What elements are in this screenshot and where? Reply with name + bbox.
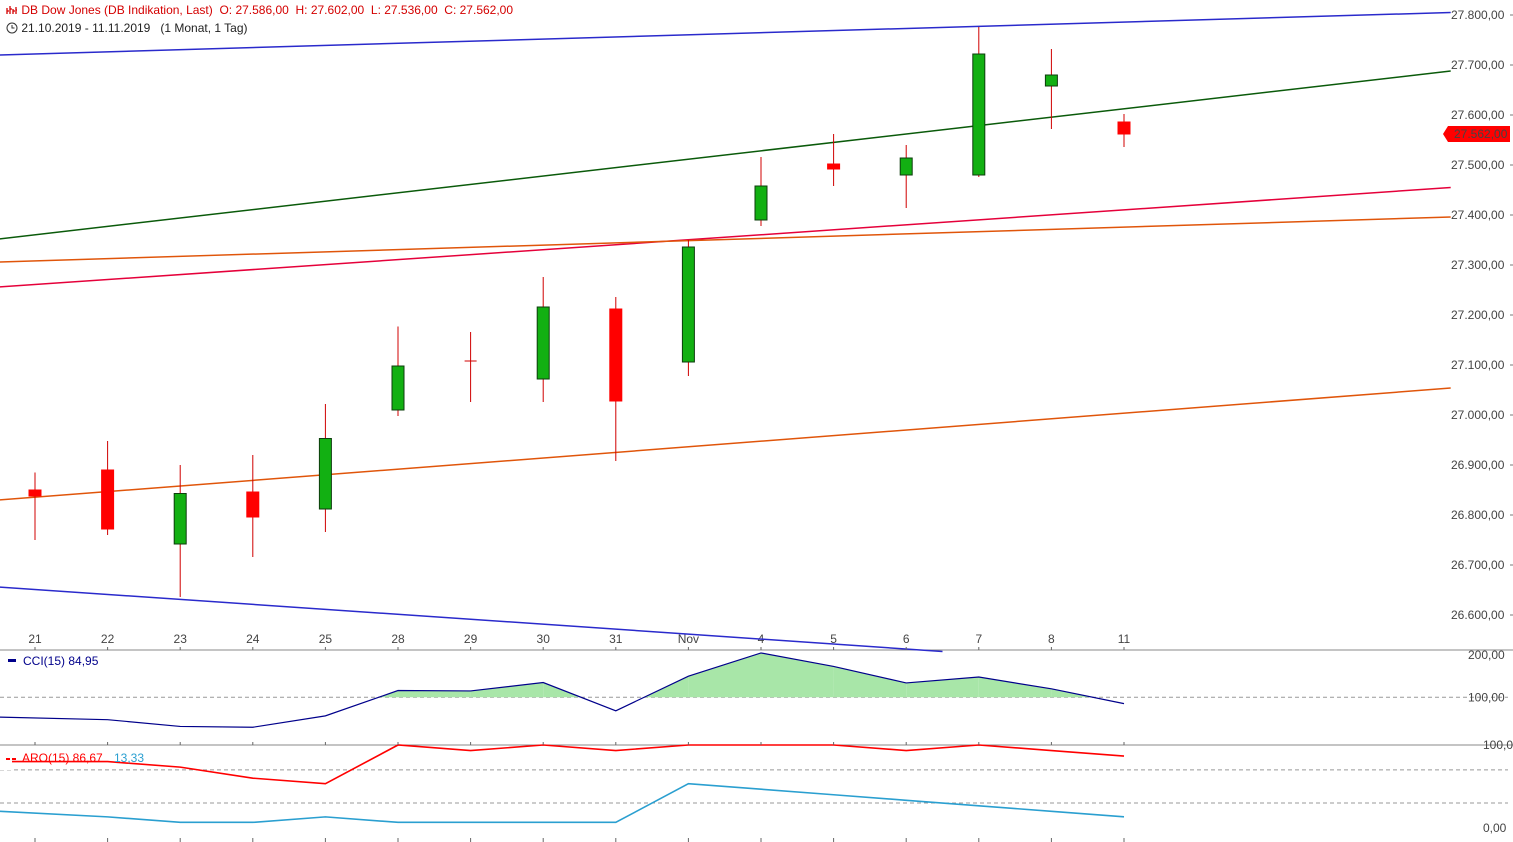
y-tick-label: 27.300,00 [1451,258,1505,272]
candle-body [173,493,187,545]
y-tick-label: 27.200,00 [1451,308,1505,322]
x-tick-label: 21 [28,632,42,646]
candle-body [899,157,913,176]
trendline [0,216,1451,263]
x-tick-label: 25 [319,632,333,646]
low-value: L: 27.536,00 [370,3,438,17]
aroon-up-line [0,744,1125,785]
y-tick-label: 27.100,00 [1451,358,1505,372]
chart-type-icon[interactable] [6,4,18,14]
x-tick-label: 31 [609,632,623,646]
x-tick-label: 11 [1118,632,1131,646]
candle-body [1044,74,1058,87]
y-tick-label: 27.600,00 [1451,108,1505,122]
cci-fill [761,652,834,698]
y-tick-label: 27.800,00 [1451,8,1505,22]
cci-line [0,652,1125,728]
aroon-tick-label: 0,00 [1483,821,1507,835]
y-tick-label: 26.600,00 [1451,608,1505,622]
open-value: O: 27.586,00 [219,3,289,17]
trendline [0,11,1451,56]
x-tick-label: 7 [975,632,982,646]
x-tick-label: 6 [903,632,910,646]
clock-icon[interactable] [6,22,18,34]
date-range: 21.10.2019 - 11.11.2019 [21,21,151,35]
x-tick-label: 29 [464,632,478,646]
x-tick-label: 8 [1048,632,1055,646]
cci-tick-label: 100,00 [1468,690,1505,704]
candle-body [681,246,695,363]
x-tick-label: 24 [246,632,260,646]
candle-body [827,163,841,170]
candle-body [101,469,115,530]
last-price-label: 27.562,00 [1454,127,1508,141]
x-tick-label: 30 [537,632,551,646]
candle-body [391,365,405,411]
y-tick-label: 27.400,00 [1451,208,1505,222]
cci-fill [833,666,907,698]
high-value: H: 27.602,00 [295,3,365,17]
y-tick-label: 26.700,00 [1451,558,1505,572]
x-tick-label: Nov [678,632,699,646]
x-tick-label: 22 [101,632,115,646]
y-tick-label: 26.800,00 [1451,508,1505,522]
trendline [0,387,1451,501]
period-info: 21.10.2019 - 11.11.2019 (1 Monat, 1 Tag) [6,20,248,35]
cci-tick-label: 200,00 [1468,648,1505,662]
cci-fill [688,652,761,698]
candle-body [318,438,332,510]
trendline [0,586,943,653]
trendline [0,186,1451,288]
x-tick-label: 28 [391,632,405,646]
instrument-name: DB Dow Jones (DB Indikation, Last) [21,3,213,17]
candle-body [1117,121,1131,135]
candle-body [536,306,550,380]
close-value: C: 27.562,00 [444,3,514,17]
period-label: (1 Monat, 1 Tag) [160,21,248,35]
cci-legend-swatch [8,659,16,662]
y-tick-label: 27.700,00 [1451,58,1505,72]
aroon-down-line [0,782,1125,824]
cci-fill [470,682,544,698]
last-price-marker [1443,126,1510,142]
y-tick-label: 27.000,00 [1451,408,1505,422]
candle-body [754,185,768,221]
candle-body [246,491,260,518]
cci-legend: CCI(15) 84,95 [23,654,99,668]
x-tick-label: 5 [830,632,837,646]
aroon-legend-down: 13,33 [114,751,144,765]
aroon-tick-label: 100,00 [1483,738,1513,752]
trendline [0,70,1451,240]
cci-fill [906,677,979,698]
candle-body [972,53,986,176]
cci-fill [978,677,1052,698]
x-tick-label: 23 [174,632,188,646]
candle-body [609,308,623,402]
chart-header: DB Dow Jones (DB Indikation, Last) O: 27… [6,3,513,17]
y-tick-label: 26.900,00 [1451,458,1505,472]
cci-fill [398,690,471,698]
aroon-legend: ARO(15) 86,67 [22,751,103,765]
y-tick-label: 27.500,00 [1451,158,1505,172]
candle-body [28,489,42,497]
